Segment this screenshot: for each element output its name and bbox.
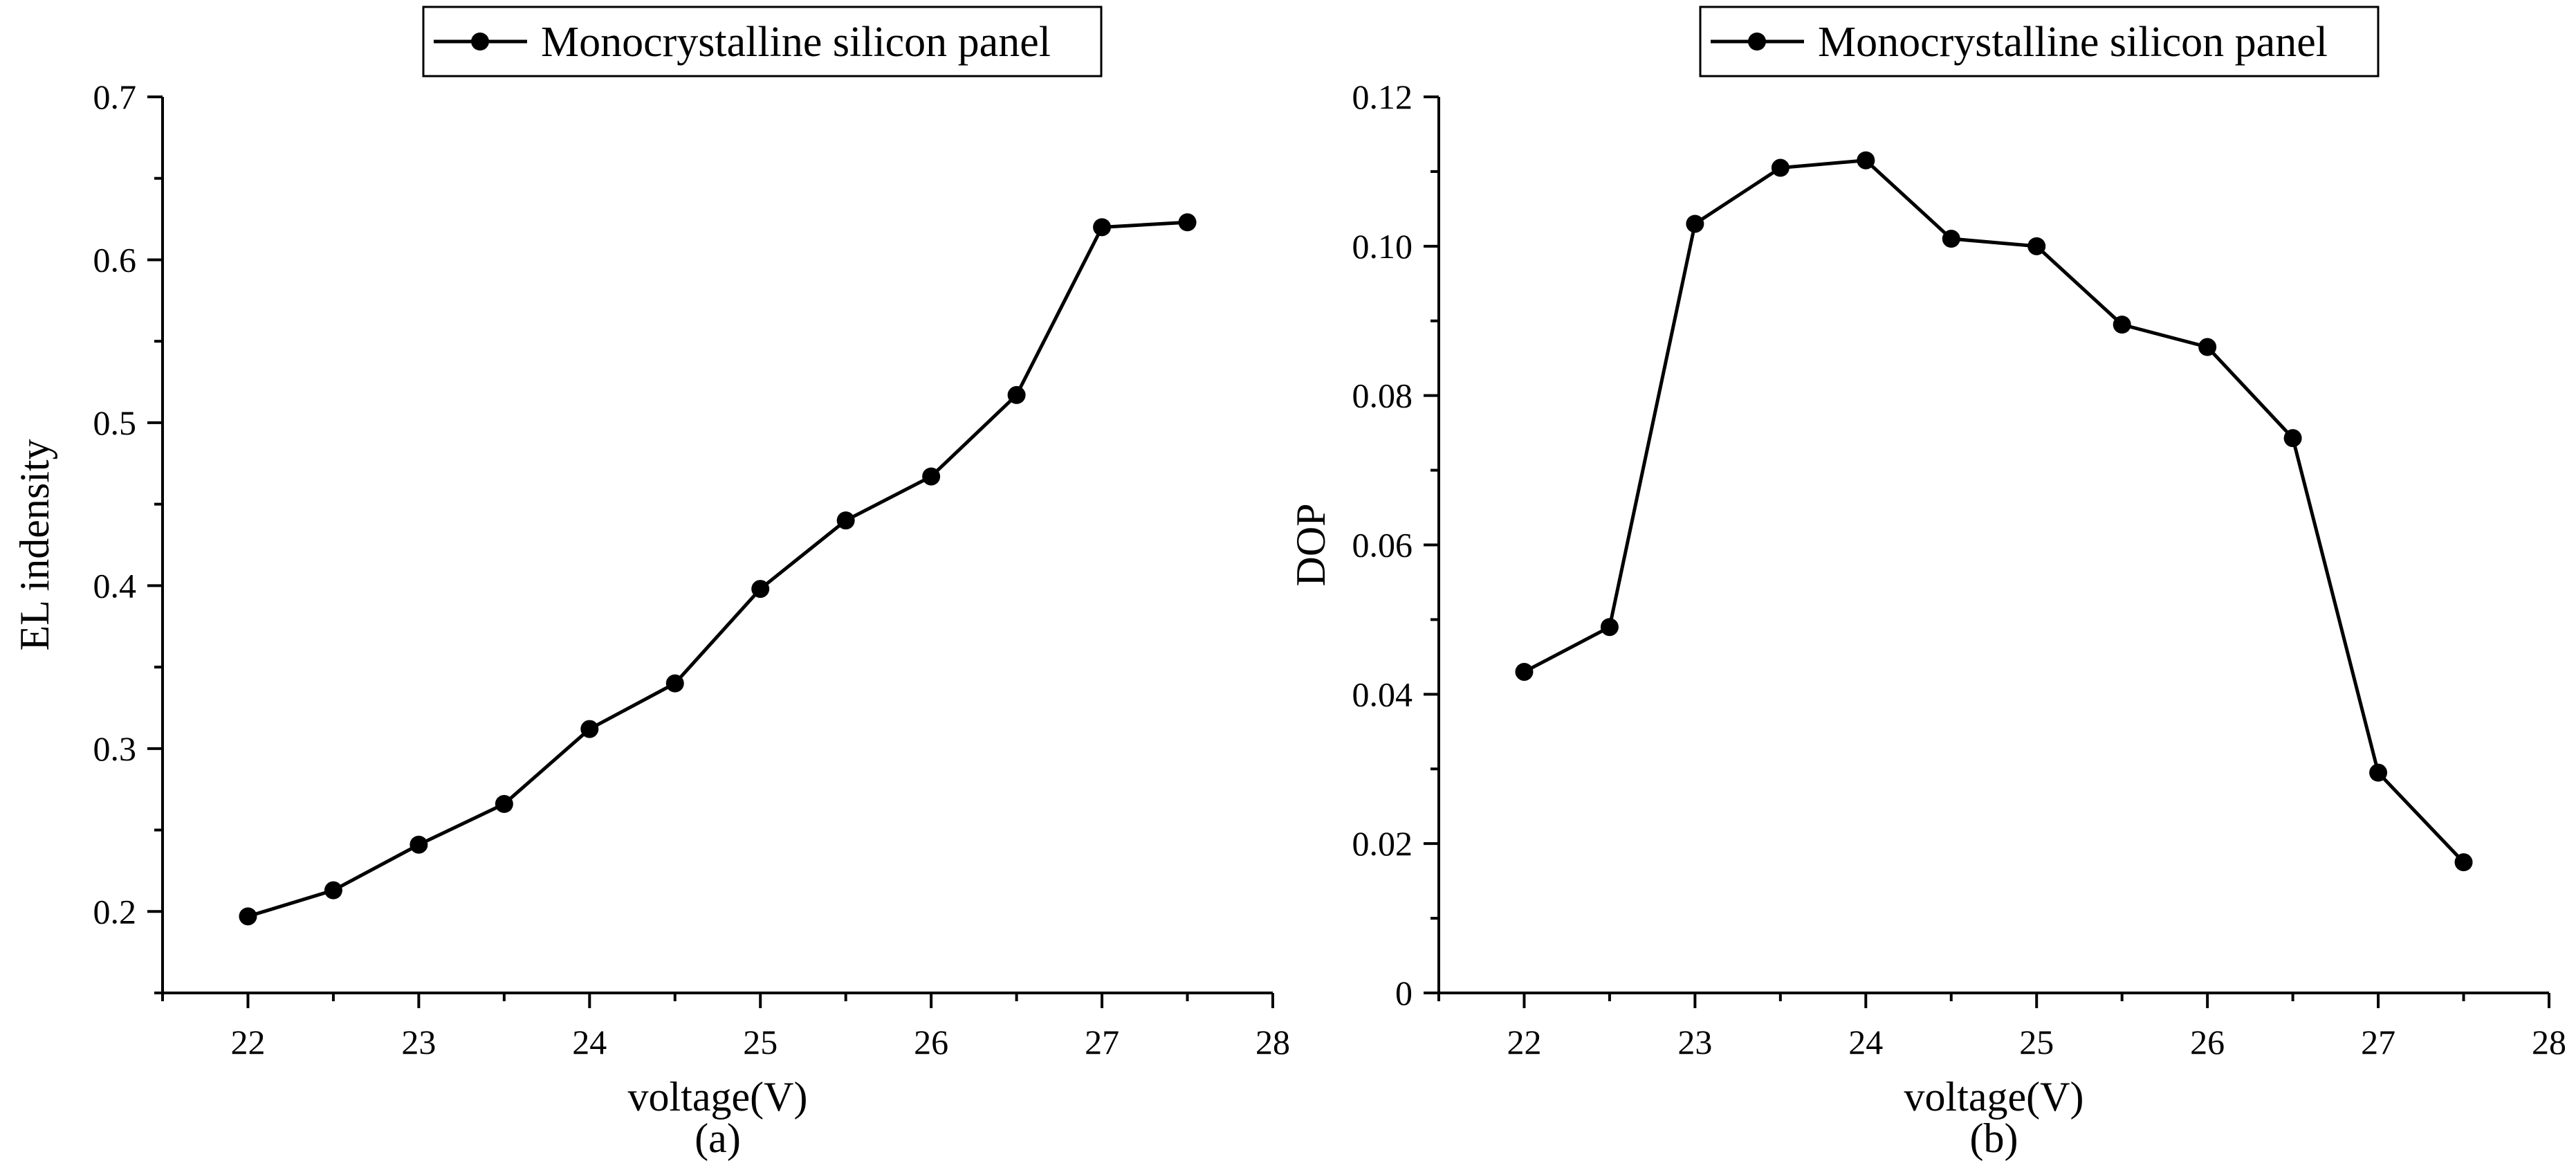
a-x-tick-label: 27 <box>1085 1023 1119 1061</box>
b-y-tick-label: 0 <box>1395 974 1413 1012</box>
a-x-tick-label: 26 <box>914 1023 948 1061</box>
b-x-tick-label: 26 <box>2190 1023 2225 1061</box>
b-data-point <box>1771 158 1790 177</box>
a-legend-marker <box>471 33 489 51</box>
b-x-tick-label: 27 <box>2361 1023 2395 1061</box>
a-series-line <box>247 220 1188 918</box>
b-data-point <box>2283 429 2302 448</box>
a-y-tick-label: 0.2 <box>93 892 137 931</box>
a-data-point <box>836 511 855 530</box>
a-x-tick-label: 28 <box>1255 1023 1290 1061</box>
b-legend-marker <box>1748 33 1766 51</box>
a-data-point <box>1007 385 1026 404</box>
a-data-point <box>922 467 941 486</box>
b-data-point <box>2027 237 2046 255</box>
a-y-tick-label: 0.4 <box>93 566 137 605</box>
a-x-tick-label: 25 <box>743 1023 778 1061</box>
b-series-line <box>1523 158 2465 864</box>
b-y-axis-title: DOP <box>1288 503 1334 586</box>
b-data-point <box>1600 618 1619 637</box>
a-x-tick-label: 22 <box>230 1023 265 1061</box>
b-x-tick-label: 24 <box>1848 1023 1883 1061</box>
chart-a: 22 23 24 25 26 27 28 0.2 0.3 0.4 0.5 0.6 0.7 voltage(… <box>12 6 1290 1161</box>
b-y-tick-label: 0.04 <box>1352 675 1413 713</box>
a-y-tick-label: 0.6 <box>93 240 137 279</box>
b-x-axis-title: voltage(V) <box>1904 1074 2084 1120</box>
b-data-point <box>2454 853 2473 872</box>
b-legend-label: Monocrystalline silicon panel <box>1818 19 2328 66</box>
b-data-point <box>1942 230 1960 248</box>
b-data-point <box>1686 215 1704 233</box>
b-data-point <box>2198 338 2217 356</box>
b-data-point <box>1515 662 1534 681</box>
b-y-tick-label: 0.10 <box>1352 227 1413 266</box>
a-y-axis-title: EL indensity <box>12 439 57 650</box>
a-y-tick-label: 0.5 <box>93 403 137 442</box>
b-y-tick-label: 0.06 <box>1352 526 1413 565</box>
b-y-tick-label: 0.12 <box>1352 77 1413 116</box>
b-x-tick-label: 23 <box>1677 1023 1712 1061</box>
a-x-tick-label: 23 <box>401 1023 436 1061</box>
a-data-point <box>1178 213 1197 232</box>
a-data-point <box>410 835 428 854</box>
a-data-point <box>1093 218 1112 237</box>
a-data-point <box>580 720 599 738</box>
a-x-tick-label: 24 <box>572 1023 607 1061</box>
a-data-point <box>495 794 513 813</box>
a-data-point <box>239 907 257 926</box>
b-data-point <box>2113 316 2131 334</box>
b-y-tick-label: 0.08 <box>1352 376 1413 415</box>
a-legend-box <box>422 6 1103 77</box>
b-x-tick-label: 22 <box>1507 1023 1541 1061</box>
b-data-point <box>2369 763 2388 782</box>
a-y-tick-label: 0.3 <box>93 729 137 768</box>
b-x-tick-label: 28 <box>2532 1023 2566 1061</box>
b-y-tick-label: 0.02 <box>1352 824 1413 863</box>
a-legend-label: Monocrystalline silicon panel <box>541 19 1051 66</box>
b-x-tick-label: 25 <box>2019 1023 2054 1061</box>
a-y-tick-label: 0.7 <box>93 77 137 116</box>
chart-b: 22 23 24 25 26 27 28 0 0.02 0.04 0.06 0.08 0.10 0.12 v… <box>1288 6 2566 1161</box>
a-data-point <box>324 881 342 900</box>
b-data-point <box>1857 151 1875 170</box>
a-x-axis-title: voltage(V) <box>628 1074 808 1120</box>
b-caption: (b) <box>1970 1115 2018 1161</box>
a-data-point <box>665 674 684 693</box>
b-legend-box <box>1699 6 2380 77</box>
a-data-point <box>751 580 770 599</box>
a-caption: (a) <box>694 1115 741 1161</box>
